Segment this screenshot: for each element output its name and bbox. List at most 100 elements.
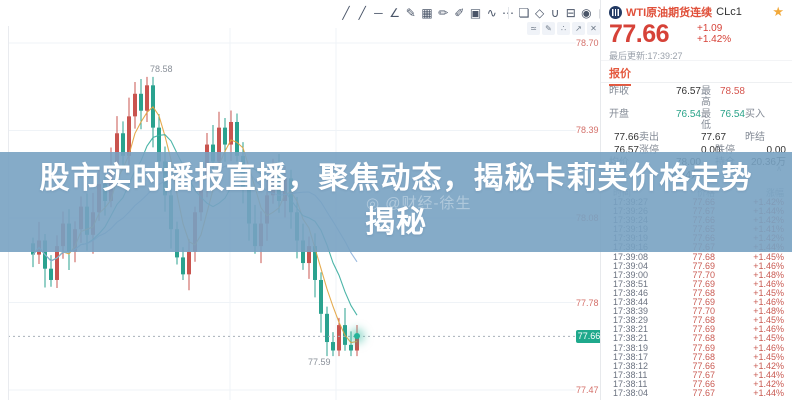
tick-change: +1.48% (753, 306, 784, 317)
tick-change: +1.48% (753, 269, 784, 280)
tick-time: 17:38:21 (613, 324, 649, 335)
axis-tick-label: 78.39 (576, 125, 599, 136)
chart-mini-toolbar: ≃ ✎ ∴ ↗ ✕ (527, 22, 600, 35)
tick-price: 77.68 (692, 315, 715, 326)
draw-icon[interactable]: ✎ (542, 22, 555, 35)
headline-text: 股市实时播报直播，聚焦动态，揭秘卡莉芙价格走势 揭秘 (0, 157, 792, 245)
close-icon[interactable]: ✕ (587, 22, 600, 35)
tick-change: +1.44% (753, 369, 784, 380)
quote-field-value: 76.54 (675, 109, 701, 120)
quote-field-label: 昨结 (745, 132, 765, 143)
tick-row: 17:39:00 77.70 +1.48% (613, 269, 784, 280)
tick-row: 17:38:46 77.68 +1.45% (613, 287, 784, 298)
tick-row: 17:38:39 77.70 +1.48% (613, 307, 784, 316)
tick-time: 17:38:21 (613, 333, 649, 344)
tick-change: +1.42% (753, 378, 784, 389)
grid-gap (745, 87, 786, 108)
tick-price: 77.66 (692, 360, 715, 371)
snapshot-icon[interactable]: ≃ (527, 22, 540, 35)
axis-tick-label: 77.47 (576, 385, 599, 395)
tick-price: 77.70 (692, 269, 715, 280)
instrument-header: WTI原油期货连续 CLc1 ★ (609, 4, 784, 20)
tick-change: +1.45% (753, 315, 784, 326)
brush-icon[interactable]: ✏ (438, 6, 449, 20)
layers-icon[interactable]: ∴ (557, 22, 570, 35)
divider (601, 60, 792, 61)
tick-time: 17:38:17 (613, 351, 649, 362)
tick-change: +1.46% (753, 297, 784, 308)
quote-field-value: 0.00 (766, 144, 786, 156)
tick-price: 77.68 (692, 251, 715, 262)
tick-change: +1.46% (753, 324, 784, 335)
tick-time: 17:39:08 (613, 251, 649, 262)
tick-row: 17:38:29 77.68 +1.45% (613, 316, 784, 325)
tick-price: 77.70 (692, 306, 715, 317)
quote-field-value: 0.00 (701, 144, 721, 156)
tick-price: 77.68 (692, 333, 715, 344)
last-updated: 最后更新:17:39:27 (609, 51, 683, 61)
image-icon[interactable]: ▣ (469, 6, 482, 20)
tick-change: +1.45% (753, 333, 784, 344)
axis-tick-label: 78.70 (576, 38, 599, 48)
price-change: +1.09 +1.42% (697, 23, 731, 45)
tick-change: +1.46% (753, 342, 784, 353)
axis-tick-label: 77.78 (576, 297, 599, 308)
tick-time: 17:38:11 (613, 369, 648, 380)
lock-icon[interactable]: ⊟ (565, 6, 576, 20)
eraser-icon[interactable]: ◇ (534, 6, 545, 20)
expand-icon[interactable]: ↗ (572, 22, 585, 35)
tick-price: 77.67 (692, 387, 715, 398)
quote-field-label: 最低 (701, 109, 711, 131)
tick-change: +1.42% (753, 360, 784, 371)
favorite-star-icon[interactable]: ★ (772, 4, 784, 19)
tick-time: 17:39:00 (613, 269, 649, 280)
quote-field-label: 跌停 (715, 144, 735, 156)
tick-row: 17:38:21 77.69 +1.46% (613, 325, 784, 334)
quote-field-value: 77.67 (701, 132, 727, 143)
quote-field-value: 76.57 (613, 144, 639, 156)
tick-change: +1.45% (753, 251, 784, 262)
tick-price: 77.69 (692, 297, 715, 308)
tick-change: +1.44% (753, 387, 784, 398)
tick-change: +1.46% (753, 278, 784, 289)
quote-field-value: 76.57 (675, 86, 701, 97)
quote-field-label: 涨停 (639, 144, 659, 156)
wave-pattern-icon[interactable]: ∿ (486, 6, 497, 20)
quote-field-label: 昨收 (609, 86, 629, 97)
tick-price: 77.69 (692, 324, 715, 335)
quote-field-label: 卖出 (639, 132, 659, 143)
quote-field-label: 开盘 (609, 109, 629, 120)
pencil-icon[interactable]: ✎ (405, 6, 416, 20)
session-low-label: 77.59 (308, 357, 331, 367)
edit-icon[interactable]: ❏ (518, 6, 530, 20)
instrument-code: CLc1 (716, 6, 742, 18)
quote-field-value: 78.58 (719, 86, 745, 97)
tick-change: +1.46% (753, 260, 784, 271)
eye-icon[interactable]: ◉ (581, 6, 592, 20)
tick-price: 77.66 (692, 378, 715, 389)
instrument-logo-icon (609, 5, 622, 19)
grid-gap (715, 133, 745, 144)
angle-line-icon[interactable]: ∠ (389, 6, 400, 20)
quote-field-label: 买入 (745, 109, 765, 120)
magnet-icon[interactable]: ∪ (550, 6, 560, 20)
tick-time: 17:38:51 (613, 278, 649, 289)
tick-time: 17:38:46 (613, 287, 649, 298)
change-absolute: +1.09 (697, 23, 723, 34)
horizontal-line-icon[interactable]: ─ (374, 6, 383, 20)
fib-grid-icon[interactable]: ▦ (421, 6, 433, 20)
tick-change: +1.45% (753, 351, 784, 362)
tick-time: 17:38:44 (613, 297, 649, 308)
marker-icon[interactable]: ✐ (454, 6, 465, 20)
tick-row: 17:38:04 77.67 +1.44% (613, 387, 784, 398)
tick-row: 17:38:11 77.67 +1.44% (613, 369, 784, 380)
ray-line-icon[interactable]: ╱ (358, 6, 366, 20)
trend-line-icon[interactable]: ╱ (342, 6, 350, 20)
quote-field-value: 76.54 (719, 109, 745, 120)
tick-row: 17:38:17 77.68 +1.45% (613, 351, 784, 362)
drawing-toolbar: ╱╱─∠✎▦✏✐▣∿⋯❏◇∪⊟◉▯ (0, 0, 605, 26)
tick-time: 17:38:12 (613, 360, 649, 371)
tab-quote[interactable]: 报价 (609, 65, 631, 86)
tick-row: 17:38:51 77.69 +1.46% (613, 278, 784, 289)
tick-row: 17:38:21 77.68 +1.45% (613, 334, 784, 343)
